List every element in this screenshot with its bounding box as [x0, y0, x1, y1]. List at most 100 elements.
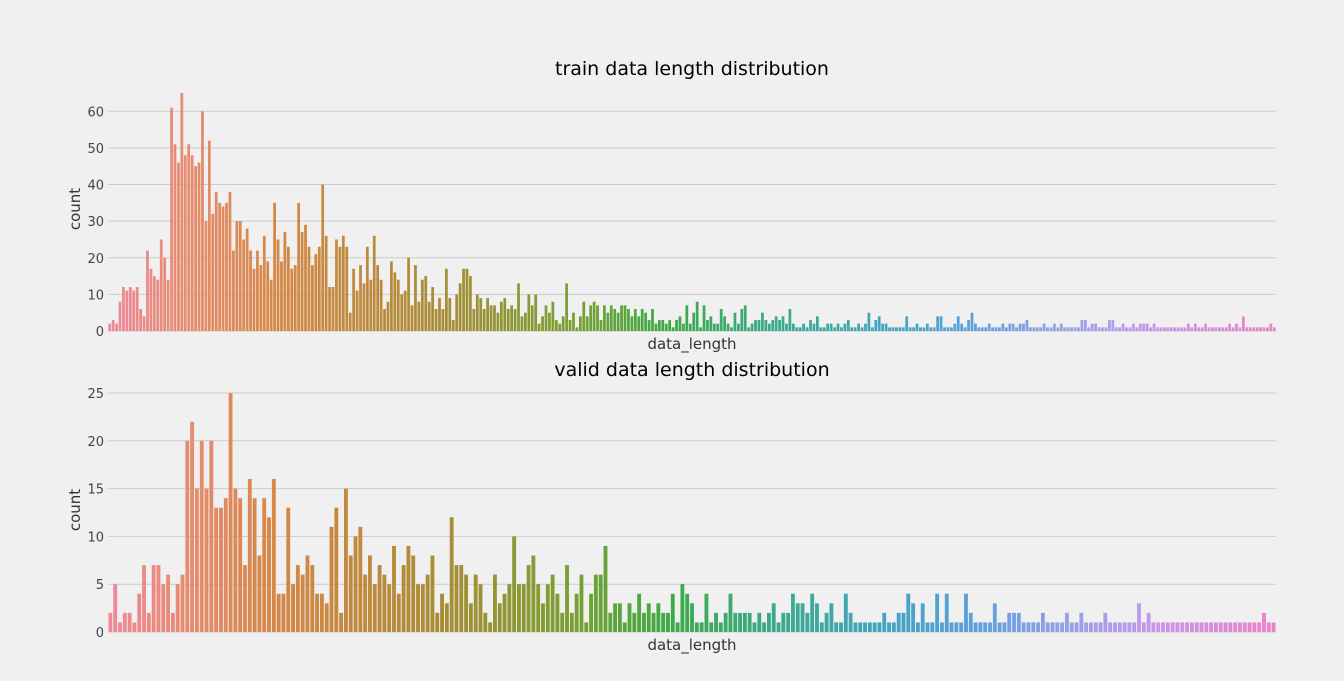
valid-bar [766, 612, 771, 632]
train-bar [682, 323, 685, 331]
train-bar [1073, 327, 1077, 331]
train-bar [1190, 327, 1194, 331]
train-bar [1238, 327, 1242, 331]
train-bar [280, 261, 283, 331]
valid-bar [555, 593, 560, 632]
train-bar [743, 305, 747, 331]
valid-bar [738, 612, 742, 632]
train-bar [177, 162, 180, 331]
train-bar [359, 265, 362, 331]
train-bar [324, 235, 328, 331]
valid-bar [646, 603, 651, 632]
train-bar [118, 301, 122, 331]
valid-bar [459, 565, 464, 632]
train-bar [1272, 327, 1276, 331]
valid-bar [935, 593, 940, 632]
valid-bar [392, 545, 396, 632]
train-bar [276, 239, 280, 331]
valid-bar [315, 593, 320, 632]
train-bar [633, 309, 637, 331]
train-bar [194, 166, 197, 331]
train-bar [1152, 323, 1156, 331]
train-bar [510, 305, 514, 331]
train-bar [1269, 323, 1273, 331]
train-bar [128, 287, 132, 331]
valid-bar [997, 622, 1002, 632]
valid-bar [440, 593, 444, 632]
valid-bar [589, 593, 593, 632]
valid-bar [690, 603, 694, 632]
valid-y-tick-label: 20 [87, 435, 104, 450]
train-bar [767, 323, 771, 331]
train-bar [1217, 327, 1221, 331]
valid-bar [661, 612, 666, 632]
train-bar [1255, 327, 1259, 331]
valid-bar [1156, 622, 1161, 632]
valid-bar [468, 603, 473, 632]
train-bar [603, 305, 606, 331]
valid-bar [334, 507, 339, 632]
train-bar [1193, 323, 1197, 331]
train-bar [386, 301, 390, 331]
train-bar [506, 309, 510, 331]
valid-bar [1050, 622, 1055, 632]
valid-bar [339, 612, 344, 632]
valid-bar [267, 517, 271, 632]
valid-bar [122, 612, 127, 632]
valid-bar [329, 526, 334, 632]
valid-bar [108, 612, 113, 632]
train-bar [874, 320, 878, 331]
valid-bar [550, 574, 555, 632]
train-bar [403, 290, 407, 331]
valid-bar [694, 622, 699, 632]
valid-bar [531, 555, 536, 632]
train-bar [1187, 323, 1190, 331]
train-bar [616, 312, 620, 331]
train-y-axis-label: count [66, 188, 84, 230]
train-bar [956, 316, 960, 331]
valid-bar [353, 536, 358, 632]
train-bar [967, 320, 970, 331]
train-bar [232, 250, 235, 331]
train-bar [414, 265, 417, 331]
valid-bar [988, 622, 992, 632]
train-bar [977, 327, 981, 331]
valid-bar [507, 584, 512, 632]
valid-bar [473, 574, 478, 632]
train-bar [1132, 323, 1135, 331]
train-bar [297, 202, 301, 331]
train-bar [578, 316, 582, 331]
train-bar [932, 327, 936, 331]
valid-bar [843, 593, 848, 632]
train-bar [558, 323, 562, 331]
train-bar [204, 221, 208, 331]
train-bar [125, 290, 129, 331]
valid-bar [449, 517, 454, 632]
valid-y-ticks: 0 5 10 15 20 25 [87, 387, 104, 641]
train-bar [1094, 323, 1098, 331]
train-bar [908, 327, 912, 331]
valid-bar [1103, 612, 1108, 632]
valid-bar [670, 593, 675, 632]
train-bar [1204, 323, 1207, 331]
train-bar [1080, 320, 1084, 331]
valid-bar [344, 488, 348, 632]
train-bar [795, 327, 799, 331]
valid-bar [219, 507, 223, 632]
train-bar [798, 327, 802, 331]
train-bar [620, 305, 623, 331]
train-bar [486, 298, 489, 331]
valid-bar [1170, 622, 1175, 632]
train-bar [596, 305, 599, 331]
train-bar [187, 144, 191, 331]
train-bar [960, 323, 964, 331]
train-bar [146, 250, 149, 331]
valid-bar [243, 565, 247, 632]
train-y-tick-label: 50 [87, 142, 104, 157]
valid-bar [752, 622, 757, 632]
train-bar [1118, 327, 1122, 331]
valid-bar [901, 612, 906, 632]
train-bar [482, 309, 486, 331]
train-bar [1169, 327, 1173, 331]
valid-bar [1093, 622, 1098, 632]
